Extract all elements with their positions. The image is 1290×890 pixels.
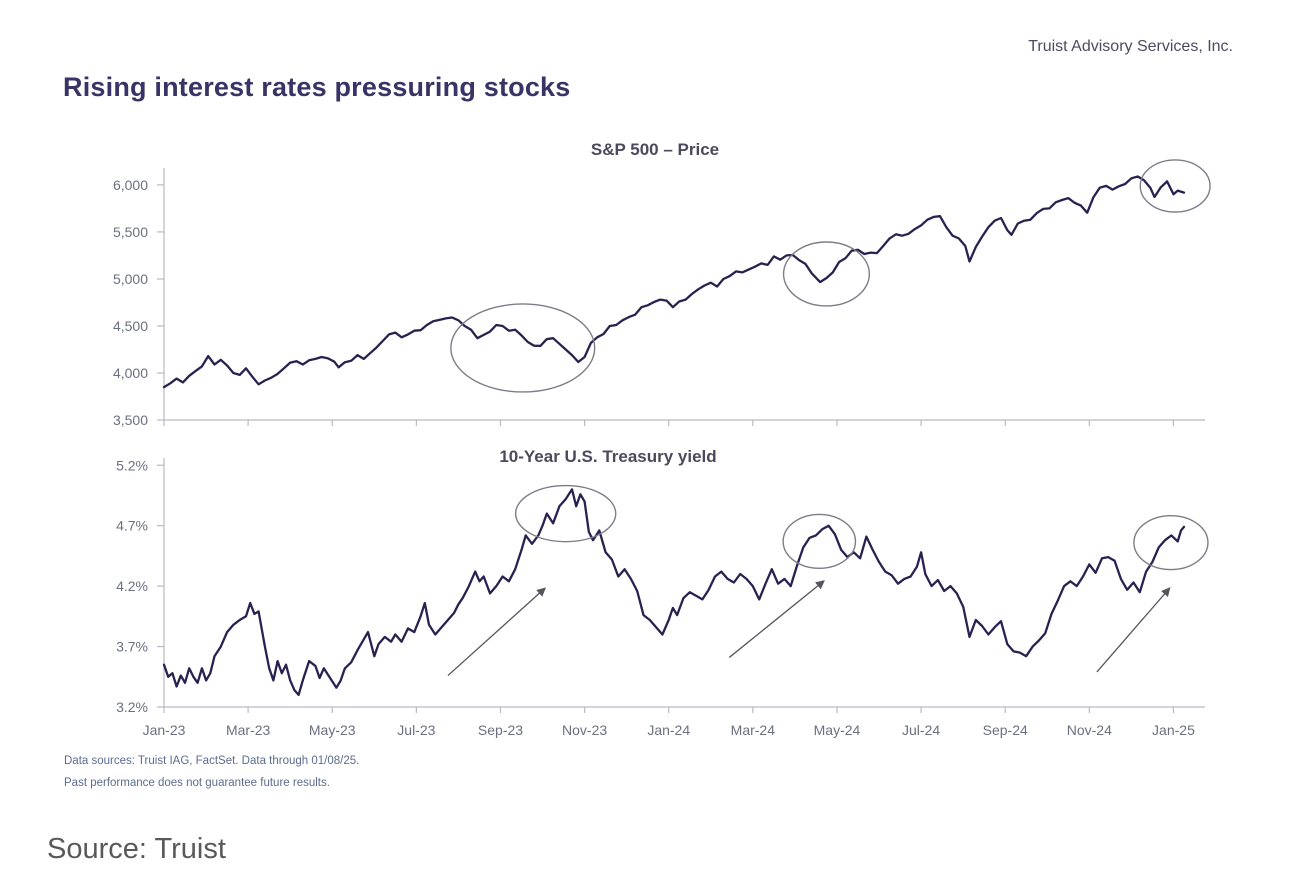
- x-tick-label: Sep-23: [478, 722, 523, 738]
- x-tick-label: Mar-24: [731, 722, 776, 738]
- treasury-panel: 3.2% 3.7% 4.2% 4.7% 5.2% Jan-23 Mar-23 May-23 Ju…: [116, 457, 1209, 738]
- source-caption: Source: Truist: [47, 833, 226, 865]
- x-tick-label: Mar-23: [226, 722, 271, 738]
- treasury-chart-title: 10-Year U.S. Treasury yield: [499, 447, 717, 466]
- x-tick-label: Nov-23: [562, 722, 607, 738]
- y-tick-label: 5,000: [113, 271, 148, 287]
- trend-arrow: [447, 587, 547, 677]
- annotation-circle: [1133, 514, 1209, 571]
- annotation-circle: [514, 484, 617, 543]
- annotation-circle: [1139, 159, 1211, 213]
- y-tick-label: 4.2%: [116, 578, 148, 594]
- sp500-chart-title: S&P 500 – Price: [590, 140, 720, 159]
- axis-lines: [163, 458, 1205, 708]
- x-tick-label: Jul-24: [902, 722, 940, 738]
- footnote-data-sources: Data sources: Truist IAG, FactSet. Data …: [64, 755, 360, 767]
- y-tick-label: 4,500: [113, 318, 148, 334]
- footnote-disclaimer: Past performance does not guarantee futu…: [64, 777, 330, 789]
- y-tick-label: 5,500: [113, 224, 148, 240]
- x-tick-label: May-23: [309, 722, 356, 738]
- trend-arrow: [1096, 587, 1171, 673]
- y-tick-label: 3,500: [113, 412, 148, 428]
- y-tick-label: 6,000: [113, 177, 148, 193]
- axis-lines: [163, 168, 1205, 421]
- annotation-circle: [782, 513, 857, 570]
- annotation-circle: [450, 303, 596, 393]
- y-tick-label: 4,000: [113, 365, 148, 381]
- y-tick-label: 3.2%: [116, 699, 148, 715]
- x-tick-label: Jan-25: [1152, 722, 1195, 738]
- x-tick-label: Jan-23: [143, 722, 186, 738]
- sp500-line: [162, 175, 1186, 389]
- page-title: Rising interest rates pressuring stocks: [63, 72, 571, 102]
- y-tick-label: 5.2%: [116, 457, 148, 473]
- yield-line: [162, 488, 1186, 697]
- brand-text: Truist Advisory Services, Inc.: [1028, 38, 1233, 55]
- y-tick-label: 4.7%: [116, 518, 148, 534]
- sp500-panel: 3,500 4,000 4,500 5,000 5,500 6,000: [113, 159, 1211, 428]
- y-tick-label: 3.7%: [116, 639, 148, 655]
- x-tick-label: Jan-24: [647, 722, 690, 738]
- annotation-circle: [782, 241, 871, 307]
- x-tick-label: Nov-24: [1067, 722, 1112, 738]
- trend-arrow: [728, 580, 825, 658]
- x-tick-label: Jul-23: [397, 722, 435, 738]
- x-tick-label: Sep-24: [983, 722, 1028, 738]
- x-tick-label: May-24: [814, 722, 861, 738]
